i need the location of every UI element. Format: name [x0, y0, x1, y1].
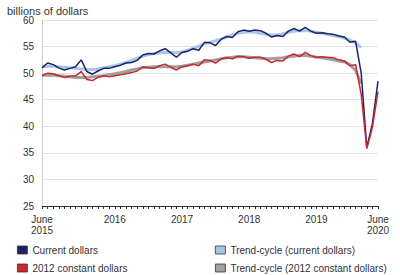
svg-text:2015: 2015 [31, 225, 54, 236]
svg-text:2020: 2020 [367, 225, 390, 236]
svg-text:60: 60 [22, 14, 34, 26]
svg-text:2012 constant dollars: 2012 constant dollars [32, 263, 127, 274]
svg-text:25: 25 [23, 201, 35, 212]
svg-text:50: 50 [23, 68, 35, 79]
svg-text:2018: 2018 [238, 214, 261, 225]
svg-text:billions of dollars: billions of dollars [7, 5, 89, 17]
svg-text:Current dollars: Current dollars [32, 245, 98, 256]
svg-text:40: 40 [23, 121, 35, 132]
svg-text:June: June [367, 214, 389, 225]
svg-text:Trend-cycle (2012 constant dol: Trend-cycle (2012 constant dollars) [230, 263, 386, 274]
svg-text:Trend-cycle (current dollars): Trend-cycle (current dollars) [230, 245, 355, 256]
svg-text:55: 55 [23, 41, 35, 52]
svg-text:30: 30 [23, 174, 35, 185]
svg-text:2016: 2016 [104, 214, 127, 225]
svg-text:2017: 2017 [171, 214, 194, 225]
svg-text:2019: 2019 [305, 214, 328, 225]
svg-text:June: June [31, 214, 53, 225]
svg-text:35: 35 [23, 147, 35, 158]
svg-text:45: 45 [23, 94, 35, 105]
